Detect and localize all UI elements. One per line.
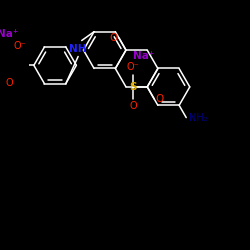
Text: S: S xyxy=(129,82,137,92)
Text: O: O xyxy=(156,94,164,104)
Text: O: O xyxy=(129,102,137,112)
Text: NH₂: NH₂ xyxy=(189,112,208,122)
Text: O: O xyxy=(5,78,13,88)
Text: O⁻: O⁻ xyxy=(13,41,26,51)
Text: Na⁺: Na⁺ xyxy=(133,51,154,61)
Text: Na⁺: Na⁺ xyxy=(0,29,18,39)
Text: O: O xyxy=(110,33,118,43)
Text: NH: NH xyxy=(70,44,87,54)
Text: O⁻: O⁻ xyxy=(127,62,140,72)
